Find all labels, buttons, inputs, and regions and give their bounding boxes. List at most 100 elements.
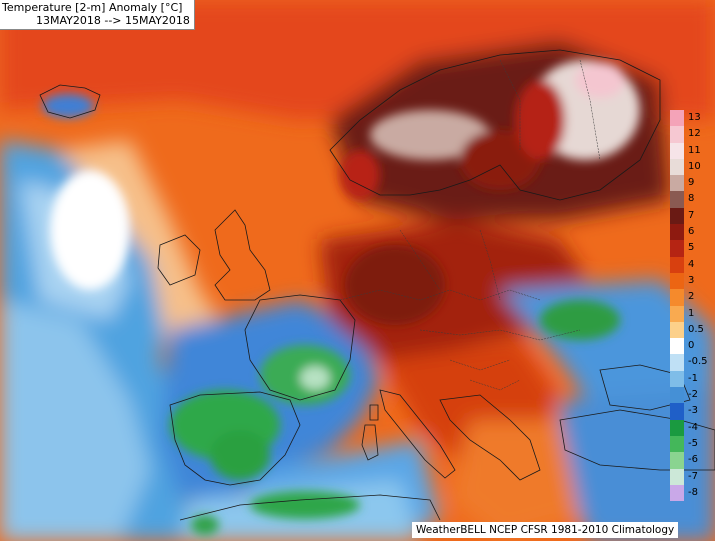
iberia-core-2 bbox=[210, 430, 270, 480]
coastlines bbox=[39, 49, 715, 521]
legend-swatch bbox=[670, 191, 684, 208]
legend-label: -1 bbox=[688, 372, 698, 384]
lapland-core bbox=[575, 62, 625, 98]
aegean-warm bbox=[450, 420, 580, 541]
legend-label: -3 bbox=[688, 405, 698, 417]
legend-swatch bbox=[670, 387, 684, 404]
legend-row: 1 bbox=[670, 305, 715, 322]
legend-label: 13 bbox=[688, 112, 701, 123]
north-africa-coast bbox=[179, 494, 441, 521]
morocco-core bbox=[191, 515, 219, 535]
map-title-box: Temperature [2-m] Anomaly [°C] 13MAY2018… bbox=[0, 0, 195, 30]
legend-swatch bbox=[670, 419, 684, 436]
france-coast bbox=[244, 294, 356, 401]
legend-row: -0.5 bbox=[670, 354, 715, 371]
legend-row: -2 bbox=[670, 387, 715, 404]
legend-row: 0.5 bbox=[670, 321, 715, 339]
legend-swatch bbox=[670, 240, 684, 257]
baltic-sea-core bbox=[515, 80, 565, 160]
legend-swatch bbox=[670, 126, 684, 143]
legend-row: -1 bbox=[670, 370, 715, 388]
legend-row: -5 bbox=[670, 435, 715, 453]
legend-label: 3 bbox=[688, 274, 695, 286]
scandinavia-coast bbox=[329, 49, 661, 201]
black-sea-coast bbox=[599, 364, 691, 411]
legend-label: 2 bbox=[688, 291, 695, 303]
legend-swatch bbox=[670, 272, 684, 290]
italy-coast bbox=[379, 389, 456, 479]
legend-label: -0.5 bbox=[688, 356, 708, 368]
legend-label: 11 bbox=[688, 144, 701, 156]
anomaly-cores bbox=[42, 60, 640, 535]
color-legend: 13 12 11 10 9 8 7 6 5 4 3 2 1 0.5 0 -0.5 -1 -2 -3 -4 -5 -6 -7 -… bbox=[670, 110, 715, 502]
legend-row: -3 bbox=[670, 403, 715, 420]
legend-swatch bbox=[670, 321, 684, 339]
legend-row: 7 bbox=[670, 207, 715, 225]
iceland-core bbox=[42, 94, 94, 118]
legend-label: -8 bbox=[688, 486, 698, 498]
legend-row: 12 bbox=[670, 126, 715, 143]
legend-row: 6 bbox=[670, 224, 715, 241]
legend-row: 10 bbox=[670, 158, 715, 176]
turkey-coast bbox=[559, 409, 715, 471]
ireland-coast bbox=[157, 234, 201, 286]
legend-label: 12 bbox=[688, 128, 701, 140]
legend-row: 13 bbox=[670, 110, 715, 127]
legend-swatch bbox=[670, 435, 684, 453]
legend-label: 1 bbox=[688, 307, 695, 319]
iberia-coast bbox=[169, 391, 301, 486]
border-lines-balkans bbox=[449, 359, 521, 391]
map-title: Temperature [2-m] Anomaly [°C] bbox=[2, 1, 183, 14]
balkans-coast bbox=[439, 394, 541, 481]
legend-row: 3 bbox=[670, 272, 715, 290]
legend-swatch bbox=[670, 207, 684, 225]
legend-row: 5 bbox=[670, 240, 715, 257]
legend-swatch bbox=[670, 110, 684, 127]
legend-label: -6 bbox=[688, 454, 698, 466]
legend-swatch bbox=[670, 256, 684, 273]
legend-swatch bbox=[670, 289, 684, 306]
legend-row: -7 bbox=[670, 468, 715, 485]
legend-label: -2 bbox=[688, 389, 698, 401]
legend-row: -4 bbox=[670, 419, 715, 436]
legend-swatch bbox=[670, 403, 684, 420]
legend-label: -5 bbox=[688, 437, 698, 449]
legend-label: 9 bbox=[688, 177, 695, 189]
border-lines-north bbox=[399, 229, 501, 301]
britain-coast bbox=[214, 209, 271, 301]
legend-row: -6 bbox=[670, 452, 715, 469]
legend-swatch bbox=[670, 370, 684, 388]
date-range: 13MAY2018 --> 15MAY2018 bbox=[36, 14, 190, 27]
france-core-pale bbox=[300, 366, 330, 390]
credit-text: WeatherBELL NCEP CFSR 1981-2010 Climatol… bbox=[412, 522, 679, 538]
norway-core bbox=[370, 110, 490, 160]
corsica-coast bbox=[369, 404, 379, 421]
legend-row: 4 bbox=[670, 256, 715, 273]
legend-row: 0 bbox=[670, 338, 715, 355]
legend-swatch bbox=[670, 338, 684, 355]
legend-label: 6 bbox=[688, 226, 695, 238]
light-atlantic-zone bbox=[0, 300, 150, 541]
legend-label: 7 bbox=[688, 209, 695, 221]
legend-label: 0 bbox=[688, 340, 695, 352]
sardinia-coast bbox=[361, 424, 379, 461]
legend-row: 11 bbox=[670, 142, 715, 159]
legend-label: 0.5 bbox=[688, 323, 704, 335]
legend-label: 5 bbox=[688, 242, 695, 254]
borders bbox=[339, 59, 601, 391]
legend-row: 2 bbox=[670, 289, 715, 306]
algeria-core bbox=[250, 491, 360, 519]
legend-label: 4 bbox=[688, 258, 695, 270]
iceland-coast bbox=[39, 84, 101, 119]
legend-swatch bbox=[670, 484, 684, 502]
legend-row: 9 bbox=[670, 175, 715, 192]
legend-swatch bbox=[670, 305, 684, 322]
legend-label: -4 bbox=[688, 421, 698, 433]
legend-row: 8 bbox=[670, 191, 715, 208]
legend-label: 8 bbox=[688, 193, 695, 205]
atlantic-pale-core bbox=[50, 170, 130, 290]
romania-core bbox=[540, 300, 620, 340]
legend-swatch bbox=[670, 452, 684, 469]
legend-label: -7 bbox=[688, 470, 698, 482]
